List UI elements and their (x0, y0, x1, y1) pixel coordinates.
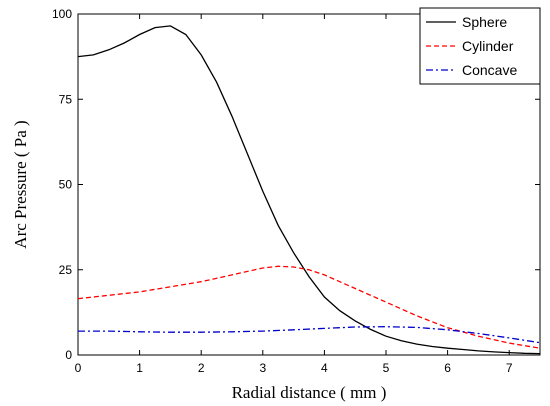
x-tick-label: 2 (198, 361, 205, 375)
y-tick-label: 25 (59, 263, 73, 277)
y-tick-label: 75 (59, 92, 73, 106)
y-axis-title: Arc Pressure ( Pa ) (11, 120, 30, 248)
x-tick-label: 4 (321, 361, 328, 375)
axis-ticks: 0 1 2 3 4 5 6 7 0 25 50 75 100 (52, 7, 540, 375)
series-line-sphere (77, 25, 541, 355)
x-tick-label: 3 (259, 361, 266, 375)
x-tick-label: 1 (136, 361, 143, 375)
x-tick-label: 6 (444, 361, 451, 375)
x-tick-label: 0 (75, 361, 82, 375)
series-line-concave (78, 326, 541, 344)
x-tick-label: 5 (383, 361, 390, 375)
x-tick-label: 7 (506, 361, 513, 375)
series-line-cylinder (77, 265, 541, 349)
legend-label-cylinder: Cylinder (462, 38, 514, 54)
series-layer (77, 25, 541, 355)
y-tick-label: 50 (59, 178, 73, 192)
legend-label-sphere: Sphere (462, 14, 507, 30)
y-tick-label: 100 (52, 7, 72, 21)
legend-label-concave: Concave (462, 62, 517, 78)
x-axis-title: Radial distance ( mm ) (232, 383, 387, 402)
y-tick-label: 0 (65, 348, 72, 362)
legend-box (419, 7, 541, 85)
legend: Sphere Cylinder Concave (419, 7, 541, 85)
